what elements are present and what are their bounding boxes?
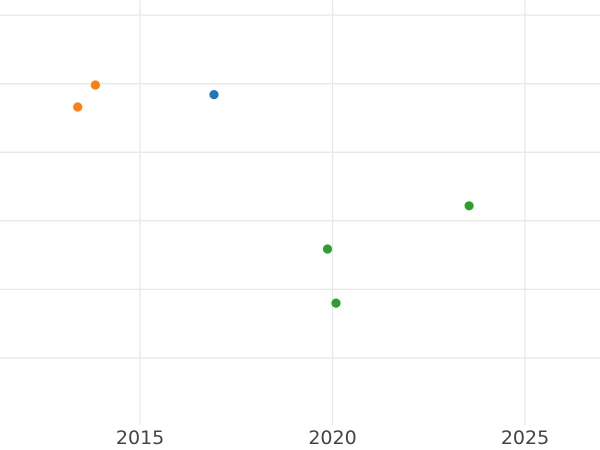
- data-point-orange: [90, 80, 100, 90]
- data-point-green: [322, 244, 333, 254]
- data-point-green: [331, 298, 341, 308]
- data-point-green: [464, 201, 474, 211]
- x-tick-label: 2020: [308, 427, 356, 449]
- x-tick-label: 2015: [116, 427, 164, 449]
- data-point-blue: [209, 90, 219, 100]
- data-point-orange: [73, 102, 83, 112]
- x-tick-label: 2025: [501, 427, 549, 449]
